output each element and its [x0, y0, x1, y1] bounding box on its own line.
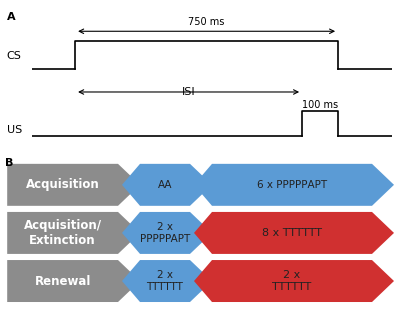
Text: ISI: ISI — [182, 87, 196, 97]
Polygon shape — [194, 164, 394, 206]
Polygon shape — [7, 212, 140, 254]
Polygon shape — [194, 212, 394, 254]
Text: B: B — [5, 158, 13, 168]
Polygon shape — [194, 260, 394, 302]
Text: 2 x
TTTTTT: 2 x TTTTTT — [146, 270, 184, 292]
Text: Acquisition/
Extinction: Acquisition/ Extinction — [24, 219, 102, 247]
Text: CS: CS — [7, 51, 22, 61]
Polygon shape — [7, 260, 140, 302]
Text: 8 x TTTTTT: 8 x TTTTTT — [262, 228, 322, 238]
Text: 2 x
PPPPPAPT: 2 x PPPPPAPT — [140, 222, 190, 244]
Text: Acquisition: Acquisition — [26, 178, 100, 191]
Text: AA: AA — [158, 180, 172, 190]
Polygon shape — [7, 164, 140, 206]
Polygon shape — [122, 164, 212, 206]
Text: US: US — [7, 125, 22, 135]
Text: A: A — [7, 12, 16, 22]
Text: 6 x PPPPPАPT: 6 x PPPPPАPT — [257, 180, 327, 190]
Text: 2 x
TTTTTT: 2 x TTTTTT — [272, 270, 312, 292]
Text: 750 ms: 750 ms — [188, 17, 225, 27]
Text: Renewal: Renewal — [34, 275, 91, 287]
Text: 100 ms: 100 ms — [302, 100, 338, 110]
Polygon shape — [122, 212, 212, 254]
Polygon shape — [122, 260, 212, 302]
